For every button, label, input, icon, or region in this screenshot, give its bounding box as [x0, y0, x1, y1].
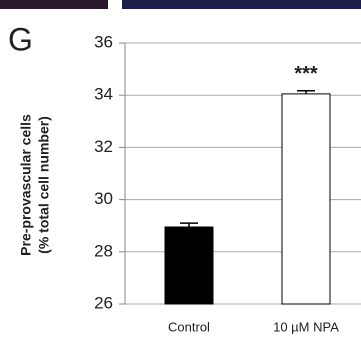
y-tick-label: 28	[94, 241, 113, 260]
x-tick-label: Control	[168, 319, 210, 334]
y-tick-label: 32	[94, 137, 113, 156]
y-tick-label: 34	[94, 85, 113, 104]
y-tick-label: 26	[94, 293, 113, 312]
image-strip	[0, 0, 108, 9]
image-strip	[122, 0, 361, 9]
y-axis-label: (% total cell number)	[36, 116, 52, 254]
x-tick-label: 10 µM NPA	[273, 319, 339, 334]
bar	[282, 94, 330, 304]
y-tick-label: 36	[94, 32, 113, 51]
y-tick-label: 30	[94, 189, 113, 208]
bar	[165, 227, 213, 304]
significance: ***	[294, 63, 318, 85]
y-axis-label: Pre-provascular cells	[18, 114, 34, 256]
chart: G Pre-provascular cells (% total cell nu…	[0, 0, 361, 343]
panel-label: G	[8, 21, 33, 57]
